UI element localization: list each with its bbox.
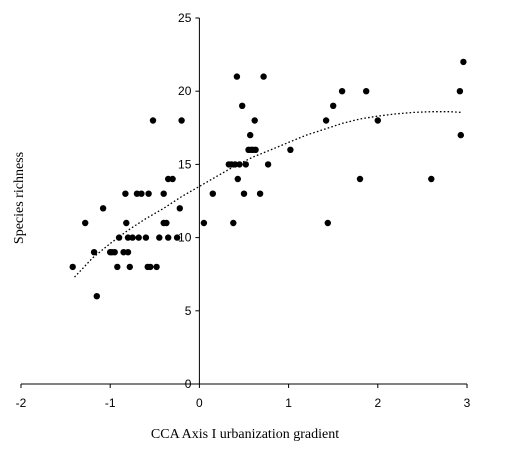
- data-point: [176, 205, 183, 212]
- data-point: [149, 117, 157, 124]
- data-point: [374, 117, 381, 124]
- data-point: [324, 219, 331, 227]
- data-point: [69, 263, 76, 271]
- data-point: [173, 234, 181, 241]
- data-point: [111, 249, 118, 256]
- data-point: [356, 175, 364, 183]
- data-point: [264, 161, 272, 168]
- x-tick-label: 2: [374, 396, 381, 410]
- data-point: [156, 234, 163, 241]
- data-point: [231, 161, 239, 168]
- y-tick-label: 15: [178, 157, 192, 171]
- x-tick-label: 0: [196, 396, 203, 410]
- data-point: [133, 190, 141, 197]
- trendline: [74, 111, 463, 278]
- x-tick-label: -1: [105, 396, 116, 410]
- data-point: [428, 175, 435, 183]
- data-point: [138, 190, 145, 197]
- x-axis-title: CCA Axis I urbanization gradient: [151, 427, 339, 442]
- data-point: [209, 190, 216, 197]
- axes: -2 -1 0 1 2 3 0 5 10 15 20 25: [16, 11, 471, 410]
- data-point: [90, 249, 98, 256]
- data-point: [230, 219, 237, 227]
- data-point: [236, 161, 243, 168]
- data-point: [82, 219, 89, 227]
- data-point: [239, 102, 246, 110]
- data-point: [153, 263, 160, 271]
- data-point: [457, 131, 464, 139]
- data-point: [124, 249, 132, 256]
- data-point: [165, 175, 172, 183]
- data-point: [123, 219, 130, 227]
- data-point: [135, 234, 142, 241]
- data-point: [122, 190, 129, 197]
- data-points: [69, 58, 467, 300]
- data-point: [260, 73, 267, 80]
- data-point: [251, 117, 258, 124]
- data-point: [169, 175, 176, 183]
- data-point: [145, 190, 152, 197]
- data-point: [322, 117, 330, 124]
- data-point: [120, 249, 127, 256]
- data-point: [456, 88, 464, 95]
- y-tick-label: 20: [178, 84, 192, 98]
- data-point: [93, 293, 101, 300]
- data-point: [200, 219, 208, 227]
- data-point: [115, 234, 123, 241]
- y-axis-title: Species richness: [12, 152, 27, 244]
- data-point: [114, 263, 121, 271]
- y-tick-label: 5: [185, 304, 192, 318]
- data-point: [460, 58, 467, 66]
- data-point: [363, 88, 370, 95]
- x-tick-label: 1: [285, 396, 292, 410]
- data-point: [287, 146, 294, 153]
- data-point: [124, 234, 132, 241]
- data-point: [338, 88, 346, 95]
- data-point: [330, 102, 337, 110]
- data-point: [129, 234, 136, 241]
- y-tick-label: 25: [178, 11, 192, 25]
- data-point: [242, 161, 249, 168]
- data-point: [126, 263, 133, 271]
- trendline-layer: [74, 111, 463, 278]
- y-tick-label: 0: [185, 377, 192, 391]
- data-point: [99, 205, 107, 212]
- data-point: [147, 263, 154, 271]
- data-point: [247, 131, 254, 139]
- data-point: [165, 234, 172, 241]
- x-tick-label: 3: [464, 396, 471, 410]
- data-point: [142, 234, 150, 241]
- x-tick-label: -2: [16, 396, 27, 410]
- data-point: [178, 117, 185, 124]
- y-tick-label: 10: [178, 231, 192, 245]
- data-point: [233, 73, 241, 80]
- data-point: [160, 190, 167, 197]
- data-point: [234, 175, 241, 183]
- data-point: [252, 146, 259, 153]
- data-point: [240, 190, 248, 197]
- data-point: [256, 190, 264, 197]
- data-point: [163, 219, 170, 227]
